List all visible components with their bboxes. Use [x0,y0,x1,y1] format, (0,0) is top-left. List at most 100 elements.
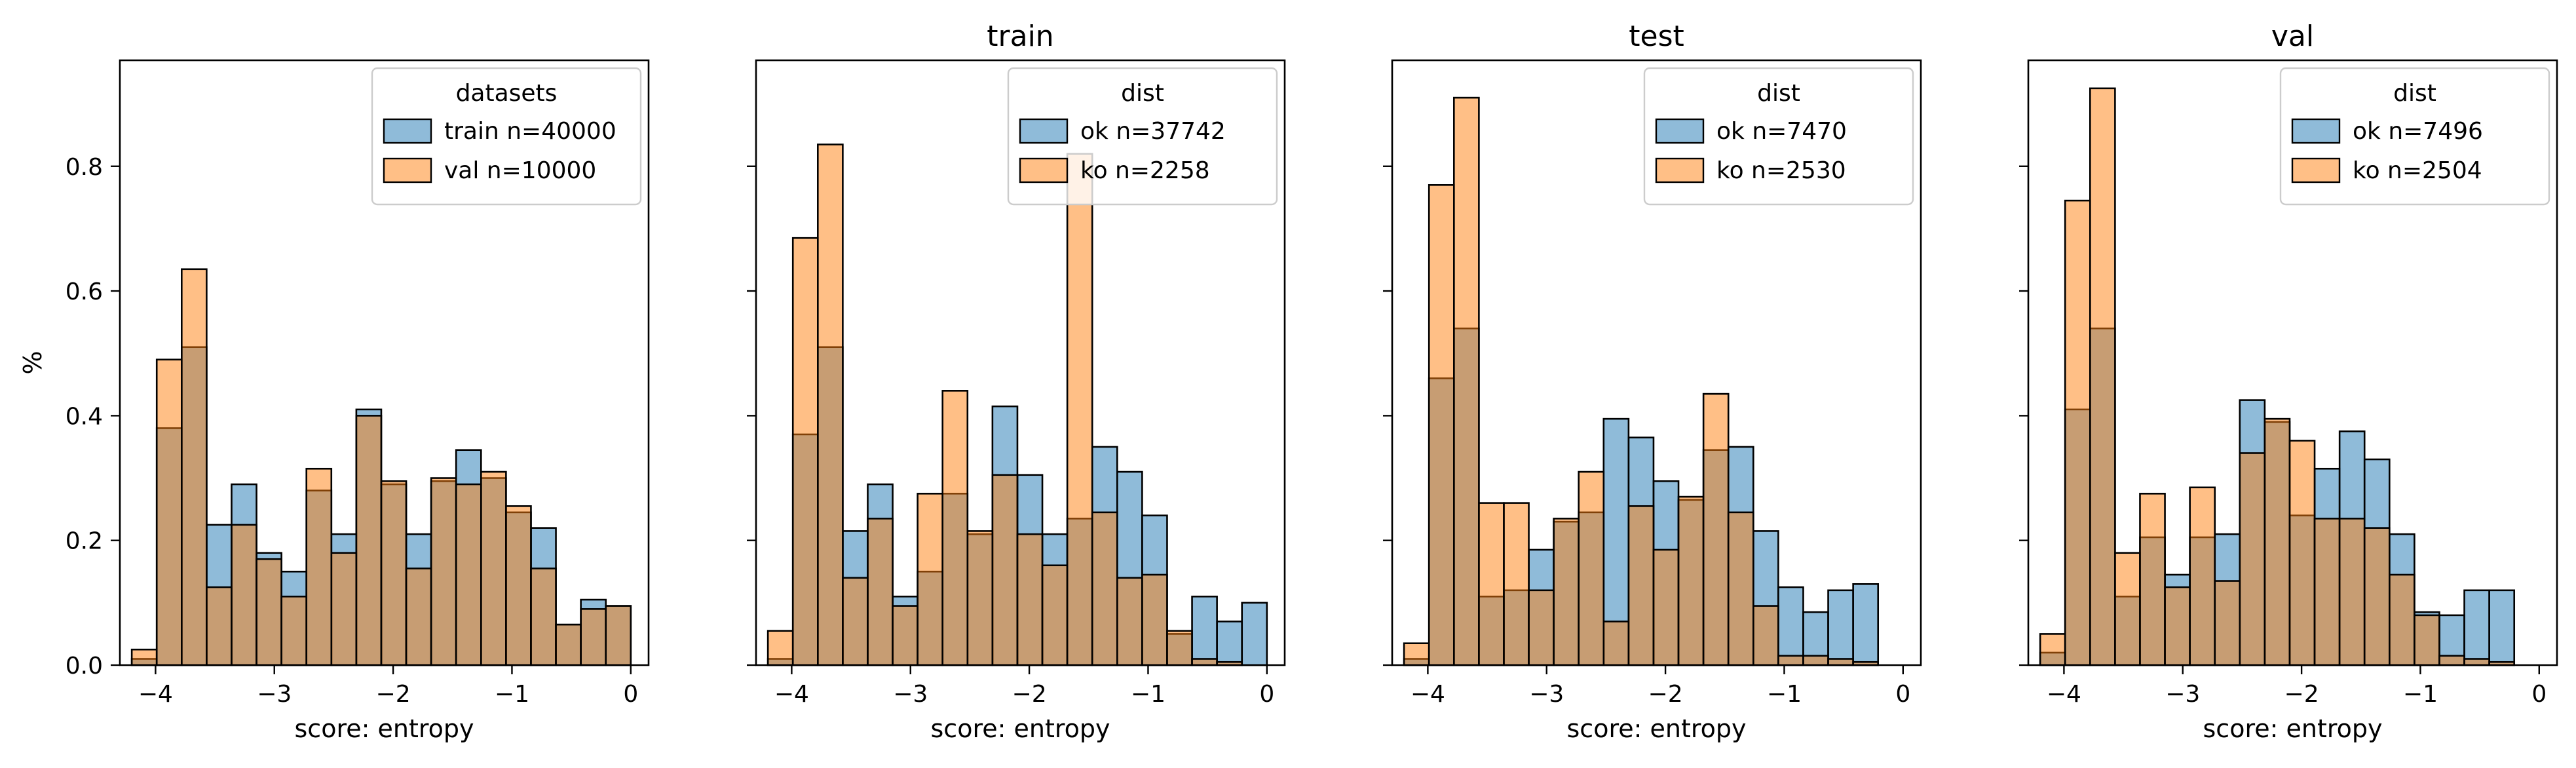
x-tick-label: 0 [2531,681,2547,708]
legend-entry-label: train n=40000 [444,118,616,145]
bar [1852,583,1880,666]
bar [1503,502,1530,666]
panel-val: −4 −3 −2 −1 0 score: entropy val dist ok n=7496 k… [2019,20,2558,743]
panel-title: val [2271,20,2314,53]
panel-title: train [987,20,1053,53]
x-tick-label: −1 [1767,681,1802,708]
axes-frame [119,59,650,666]
bar [580,608,607,666]
x-axis-label: score: entropy [2203,714,2383,743]
x-tick-label: −4 [138,681,173,708]
bar [1702,393,1730,666]
bar [1578,470,1605,666]
x-tick-label: −3 [1529,681,1564,708]
legend-box [1643,67,1914,206]
legend-swatch [383,118,432,144]
bar [1191,596,1218,666]
legend-entry-label: ok n=37742 [1080,118,1226,145]
bar [1428,184,1455,666]
series-1-bars [1403,96,1880,666]
x-tick-label: 0 [1259,681,1274,708]
legend-swatch [2291,157,2341,183]
bar [767,630,794,666]
bar [2463,658,2490,666]
bar [181,268,208,666]
bar [1652,548,1680,666]
legend: dist ok n=7470 ko n=2530 [1643,67,1914,206]
bar [2089,87,2116,666]
bar [892,605,919,666]
bar [206,586,233,666]
series-1-bars [130,268,632,666]
bar [842,577,869,666]
bar [1777,655,1804,666]
legend-title: datasets [456,80,558,107]
y-tick-label: 0.2 [66,528,103,555]
bar [1453,96,1480,666]
bar [1166,630,1193,666]
bar [530,567,557,666]
bar [941,390,969,666]
x-axis-label: score: entropy [1567,714,1747,743]
x-tick-label: −3 [2165,681,2200,708]
x-tick-label: −2 [376,681,411,708]
bar [1602,621,1630,666]
legend-entry-label: ko n=2530 [1716,157,1846,184]
axes-frame [755,59,1286,666]
bar [1827,658,1854,666]
legend: dist ok n=37742 ko n=2258 [1007,67,1278,206]
bar [1241,602,1268,666]
x-tick-label: −4 [2047,681,2081,708]
bar [130,648,158,666]
axes-frame [2027,59,2558,666]
bar [1403,642,1430,666]
bar [2214,580,2241,666]
legend-entry-label: ko n=2258 [1080,157,1210,184]
legend-box [1007,67,1278,206]
bar [2288,440,2316,666]
bar [1016,533,1044,666]
bar [1478,502,1505,666]
bar [2239,452,2266,666]
x-tick-label: −3 [893,681,928,708]
bar [2164,586,2191,666]
bar [2039,633,2066,666]
x-tick-label: −2 [1012,681,1047,708]
bar [2414,614,2440,666]
legend-entry-label: ko n=2504 [2353,157,2482,184]
bar [1627,505,1655,666]
legend-entry-label: ok n=7496 [2353,118,2483,145]
bar [2463,589,2490,666]
x-tick-label: −1 [495,681,529,708]
bar [1827,589,1854,666]
bar [1677,495,1705,666]
bar [605,605,632,666]
x-tick-label: −3 [257,681,292,708]
y-tick-label: 0.6 [66,278,103,305]
bar [1141,573,1168,666]
bar [305,467,333,666]
y-tick-label: 0.4 [66,403,103,430]
x-tick-label: −4 [774,681,809,708]
bar [231,524,257,666]
bar [355,415,383,666]
bar [2488,589,2516,666]
bar [1066,153,1093,666]
bar [1727,511,1754,666]
bar [1091,511,1118,666]
bar [555,623,582,666]
bar [2363,527,2391,666]
bar [2114,552,2141,666]
legend-swatch [1655,157,1705,183]
legend-box [371,67,642,206]
bar [455,483,482,666]
bar [1553,518,1580,666]
bar [2438,655,2465,666]
bar [1528,589,1555,666]
legend: dist ok n=7496 ko n=2504 [2279,67,2550,206]
legend: datasets train n=40000 val n=10000 [371,67,642,206]
panel-all-datasets: −4 −3 −2 −1 0 0.0 0.2 0.4 0.6 0.8 score: entropy% d… [18,59,650,743]
panel-title: test [1629,20,1684,53]
bar [2139,493,2166,666]
bar [330,552,358,666]
